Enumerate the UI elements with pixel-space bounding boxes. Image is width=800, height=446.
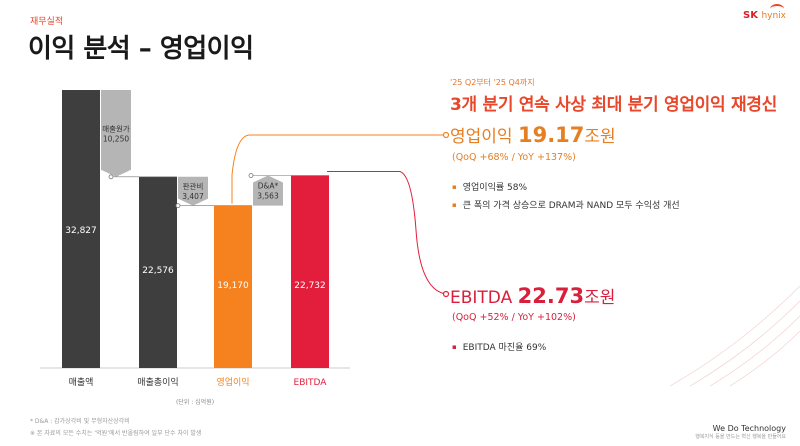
step-label: D&A* [258, 182, 279, 191]
step-value: 10,250 [103, 134, 129, 143]
callout-line-operating-profit [231, 134, 446, 204]
headline: 3개 분기 연속 사상 최대 분기 영업이익 재경신 [450, 95, 777, 115]
operating-profit-label: 영업이익 [450, 127, 513, 147]
step-value: 3,563 [257, 192, 279, 201]
step-box [253, 175, 283, 206]
ebitda-label: EBITDA [450, 288, 513, 308]
connector-dot [108, 174, 114, 180]
callout-line-ebitda [327, 170, 447, 295]
footnote: ※ 본 자료의 모든 수치는 ‘억원’에서 반올림하여 일부 단수 차이 발생 [30, 430, 202, 437]
logo-wing-icon [770, 4, 784, 14]
step-label: 매출원가 [102, 123, 130, 133]
operating-profit-change: (QoQ +68% / YoY +137%) [452, 152, 576, 163]
operating-profit-bullet: 큰 폭의 가격 상승으로 DRAM과 NAND 모두 수익성 개선 [452, 198, 680, 211]
ebitda-change: (QoQ +52% / YoY +102%) [452, 312, 576, 323]
connector-dot [175, 203, 181, 209]
step-value: 3,407 [182, 192, 204, 201]
logo-sub: hynix [761, 11, 786, 21]
x-tick-label: 매출액 [69, 376, 94, 388]
footer-brand: We Do Technology 행복지식 등을 만드는 혁신 행복을 만들어요 [695, 424, 786, 440]
connector-dot [248, 173, 254, 178]
bar-value-label: 22,732 [294, 281, 326, 291]
bar-2 [214, 205, 252, 368]
operating-profit-bullet: 영업이익률 58% [452, 180, 527, 193]
operating-profit-unit: 조원 [584, 127, 616, 147]
bar-value-label: 32,827 [65, 226, 97, 236]
operating-profit-value: 19.17 [517, 123, 585, 147]
page-title: 이익 분석 – 영업이익 [28, 34, 254, 64]
section-label: 재무실적 [30, 17, 64, 27]
bar-value-label: 19,170 [217, 281, 249, 291]
sk-hynix-logo: SK hynix [743, 4, 786, 21]
operating-profit-heading: 영업이익 19.17조원 [450, 122, 616, 147]
unit-label: (단위 : 십억원) [176, 398, 214, 406]
ebitda-bullet: EBITDA 마진율 69% [452, 340, 547, 353]
ebitda-unit: 조원 [584, 288, 616, 308]
x-tick-label: 매출총이익 [137, 376, 178, 388]
period-label: '25 Q2부터 '25 Q4까지 [450, 78, 535, 87]
x-tick-label: 영업이익 [216, 376, 249, 388]
ebitda-value: 22.73 [517, 284, 585, 308]
x-tick-label: EBITDA [294, 378, 328, 388]
logo-brand: SK [743, 10, 758, 21]
bar-0 [62, 90, 100, 368]
bar-value-label: 22,576 [142, 266, 174, 276]
callout-dot-operating-profit [442, 131, 450, 139]
footer-tagline: 행복지식 등을 만드는 혁신 행복을 만들어요 [695, 434, 786, 440]
step-box [178, 176, 208, 206]
step-label: 판관비 [183, 181, 204, 191]
bar-3 [291, 175, 329, 368]
decorative-lines [669, 285, 800, 386]
callout-dot-ebitda [442, 290, 450, 298]
footer-brand-text: We Do Technology [712, 424, 786, 433]
ebitda-heading: EBITDA 22.73조원 [450, 283, 615, 308]
step-box [101, 90, 131, 177]
bar-1 [139, 176, 177, 368]
footnote: * D&A : 감가상각비 및 무형자산상각비 [30, 418, 130, 425]
